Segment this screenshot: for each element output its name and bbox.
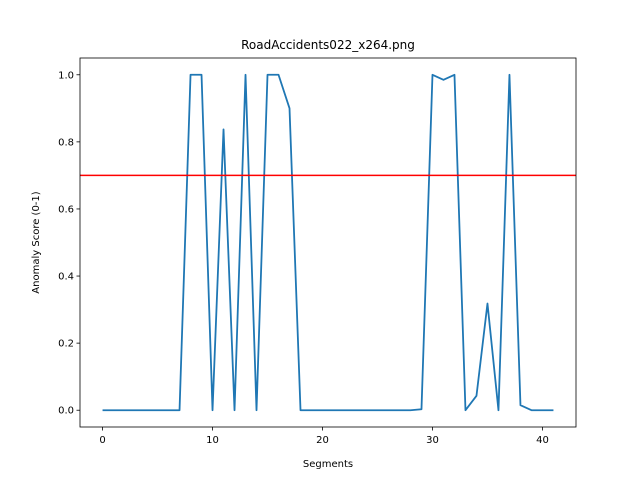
- y-axis-label: Anomaly Score (0-1): [31, 191, 42, 293]
- x-tick-label: 30: [426, 435, 439, 446]
- x-axis: 0 10 20 30 40: [99, 427, 549, 446]
- y-tick-label: 0.2: [58, 339, 74, 350]
- x-tick-label: 40: [536, 435, 549, 446]
- chart-title: RoadAccidents022_x264.png: [241, 38, 415, 52]
- x-axis-label: Segments: [303, 459, 353, 470]
- x-tick-label: 10: [206, 435, 219, 446]
- y-tick-label: 1.0: [58, 70, 74, 81]
- y-axis: 0.0 0.2 0.4 0.6 0.8 1.0: [58, 70, 80, 417]
- y-tick-label: 0.4: [58, 272, 74, 283]
- plot-frame: [79, 57, 577, 428]
- x-tick-label: 0: [99, 435, 105, 446]
- y-tick-label: 0.6: [58, 204, 74, 215]
- plot-area: [80, 73, 576, 412]
- x-tick-label: 20: [316, 435, 329, 446]
- y-tick-label: 0.0: [58, 406, 74, 417]
- series-line-0: [102, 73, 554, 412]
- y-tick-label: 0.8: [58, 137, 74, 148]
